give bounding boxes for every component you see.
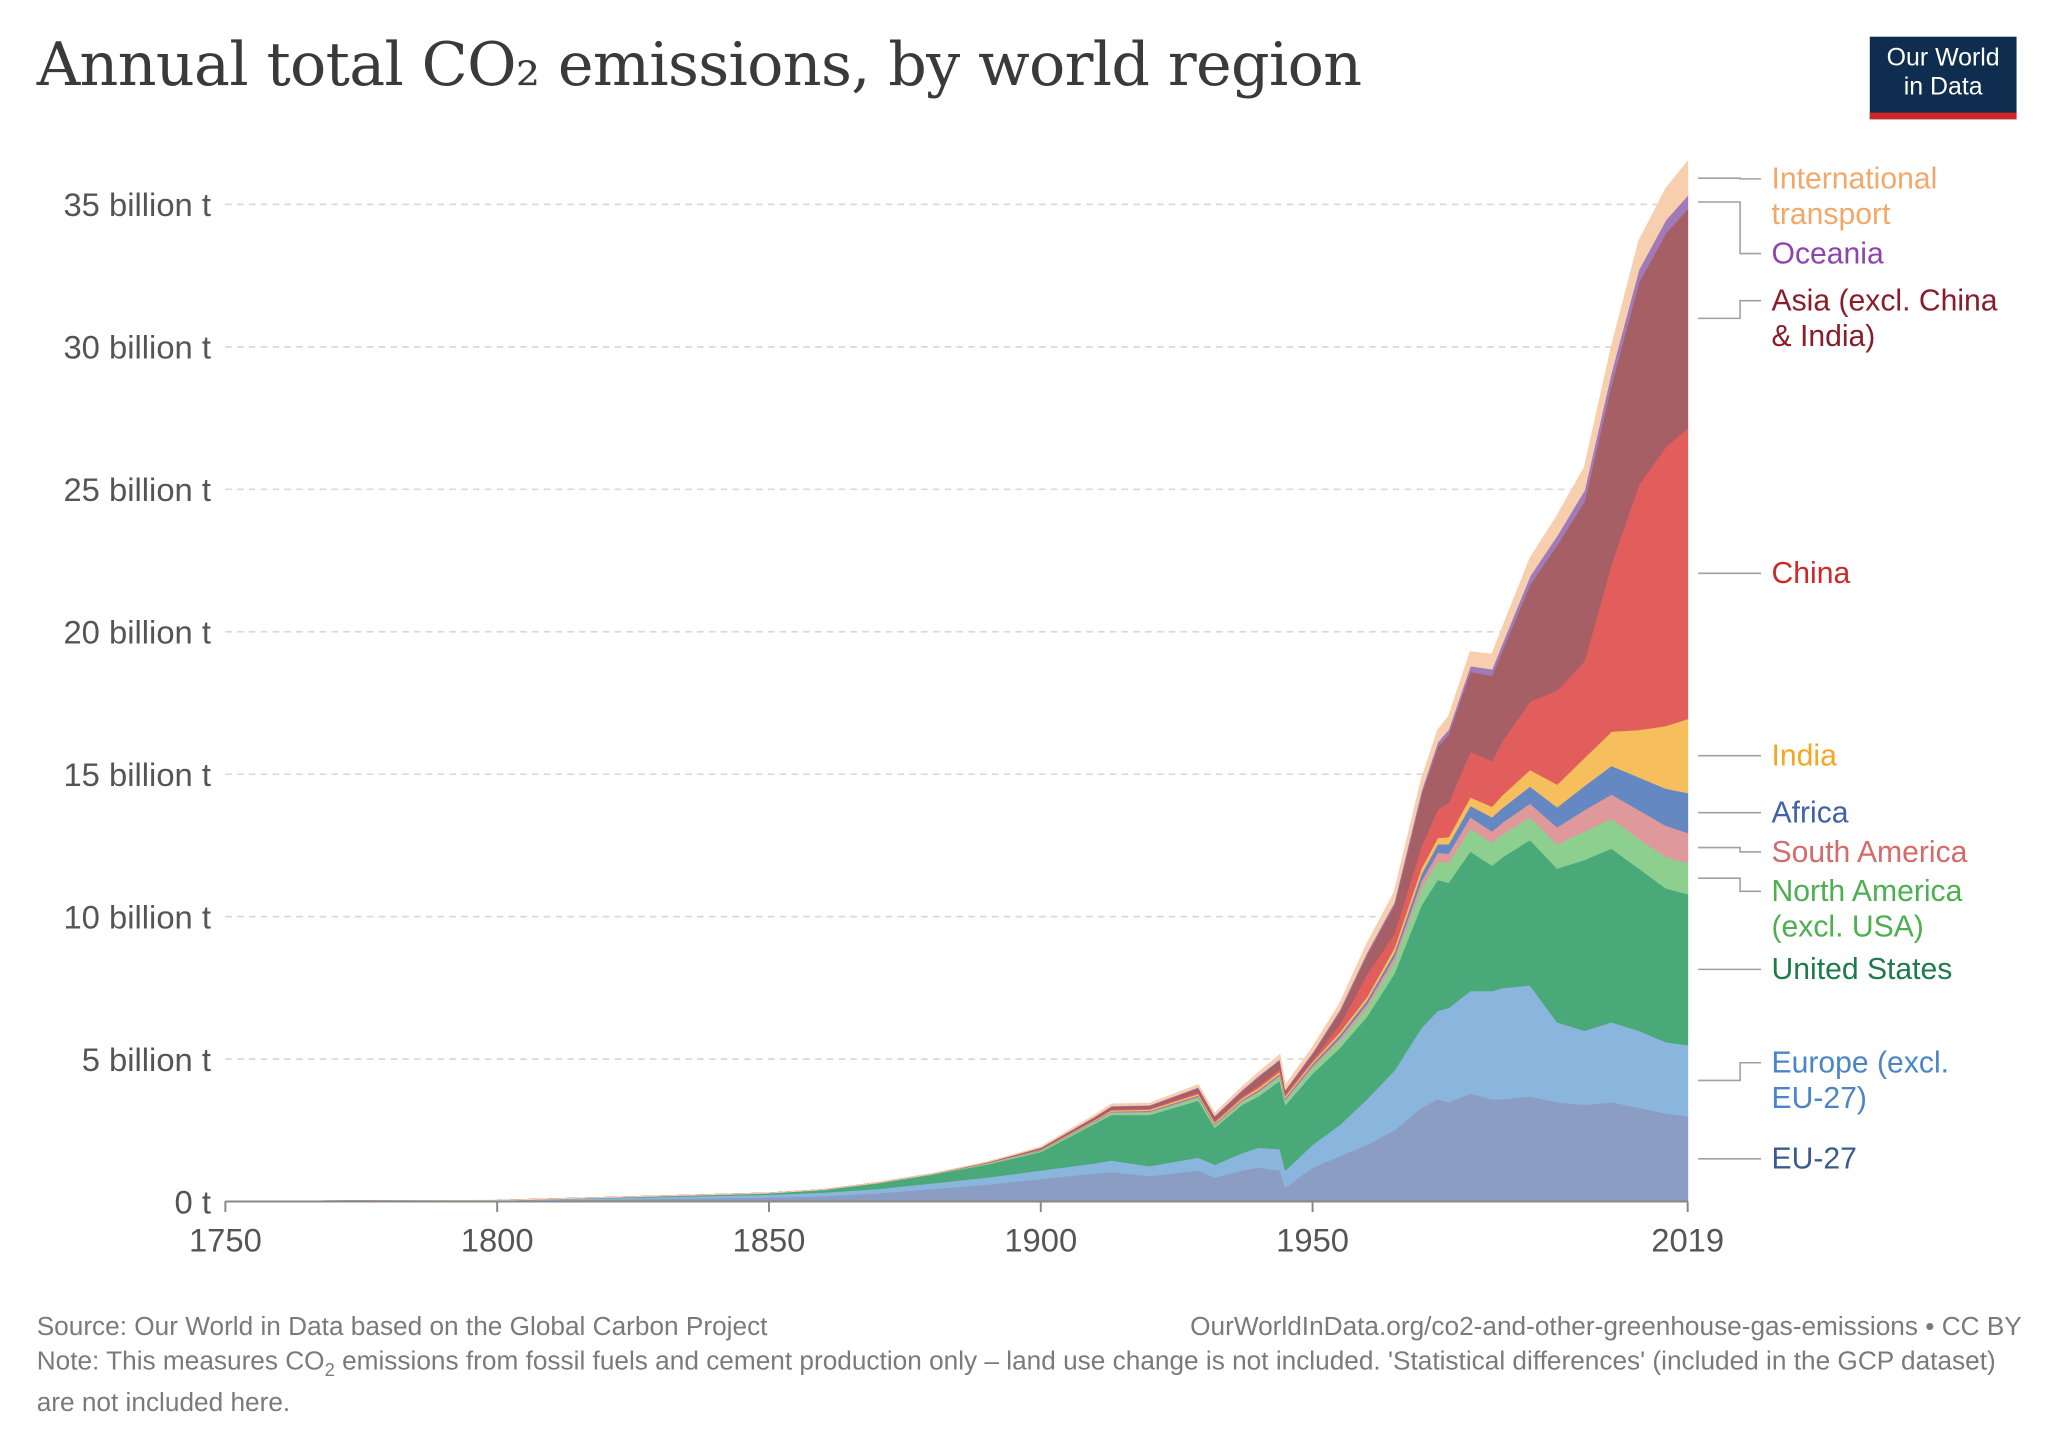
legend-label: Africa <box>1772 796 1849 829</box>
y-tick-label: 20 billion t <box>63 614 210 651</box>
stacked-area-chart: 0 t 5 billion t 10 billion t 15 billion t 20… <box>63 160 1998 1258</box>
x-tick-label: 1950 <box>1276 1221 1349 1258</box>
legend-label: EU-27) <box>1772 1082 1867 1115</box>
area-series-group <box>224 160 1689 1203</box>
y-tick-label: 15 billion t <box>63 756 210 793</box>
legend-label: United States <box>1772 953 1953 986</box>
legend-item-10[interactable]: EU-27 <box>1698 1143 1857 1176</box>
x-tick-label: 1750 <box>189 1221 262 1258</box>
legend-item-2[interactable]: Asia (excl. China& India) <box>1698 285 1998 353</box>
legend-item-4[interactable]: India <box>1698 740 1837 773</box>
legend-label: Europe (excl. <box>1772 1047 1950 1080</box>
x-tick-label: 1800 <box>461 1221 534 1258</box>
note-part-b: emissions from fossil fuels and cement p… <box>36 1346 1996 1418</box>
x-tick-label: 2019 <box>1651 1221 1724 1258</box>
legend-item-5[interactable]: Africa <box>1698 796 1849 829</box>
legend-item-1[interactable]: Oceania <box>1698 201 1884 270</box>
legend-label: North America <box>1772 875 1963 908</box>
legend-label: EU-27 <box>1772 1143 1857 1176</box>
legend-leader-line <box>1698 846 1762 853</box>
legend-label: transport <box>1772 198 1892 231</box>
legend-label: South America <box>1772 836 1968 869</box>
legend-leader-line <box>1698 877 1762 893</box>
legend-leader-line <box>1698 299 1762 320</box>
y-tick-label: 10 billion t <box>63 898 210 935</box>
note-part-a: Note: This measures CO <box>36 1346 325 1376</box>
legend-label: China <box>1772 557 1851 590</box>
y-tick-label: 5 billion t <box>82 1041 211 1078</box>
x-tick-label: 1900 <box>1004 1221 1077 1258</box>
legend-item-7[interactable]: North America(excl. USA) <box>1698 875 1963 943</box>
legend-label: Asia (excl. China <box>1772 285 1998 318</box>
legend-item-3[interactable]: China <box>1698 557 1850 590</box>
logo-line-1: Our World <box>1886 44 2000 73</box>
chart-footer: Source: Our World in Data based on the G… <box>37 1310 2022 1420</box>
legend-leader-line <box>1698 1061 1762 1082</box>
y-tick-label: 0 t <box>175 1183 211 1220</box>
source-url[interactable]: OurWorldInData.org/co2-and-other-greenho… <box>1190 1312 2022 1342</box>
source-text: Source: Our World in Data based on the G… <box>36 1312 768 1342</box>
logo-line-2: in Data <box>1903 73 1983 101</box>
legend-item-8[interactable]: United States <box>1698 953 1952 986</box>
y-tick-label: 25 billion t <box>63 471 210 508</box>
chart-title: Annual total CO₂ emissions, by world reg… <box>36 28 1362 100</box>
legend-label: India <box>1772 740 1838 773</box>
note-subscript: 2 <box>324 1358 335 1380</box>
legend-label: (excl. USA) <box>1772 910 1924 943</box>
legend-item-9[interactable]: Europe (excl.EU-27) <box>1698 1047 1949 1115</box>
area-series-10[interactable] <box>224 160 1689 1202</box>
legend-label: International <box>1772 163 1938 196</box>
legend-leader-line <box>1698 201 1762 255</box>
y-tick-label: 35 billion t <box>63 186 210 223</box>
owid-logo[interactable]: Our World in Data <box>1869 36 2017 120</box>
note-text: Note: This measures CO2 emissions from f… <box>37 1344 2022 1420</box>
legend-label: & India) <box>1772 320 1876 353</box>
axes: 0 t 5 billion t 10 billion t 15 billion t 20… <box>63 186 1724 1258</box>
legend-label: Oceania <box>1772 237 1884 270</box>
y-tick-label: 30 billion t <box>63 329 210 366</box>
x-tick-label: 1850 <box>733 1221 806 1258</box>
legend-leader-line <box>1698 177 1762 180</box>
legend-item-6[interactable]: South America <box>1698 836 1968 869</box>
